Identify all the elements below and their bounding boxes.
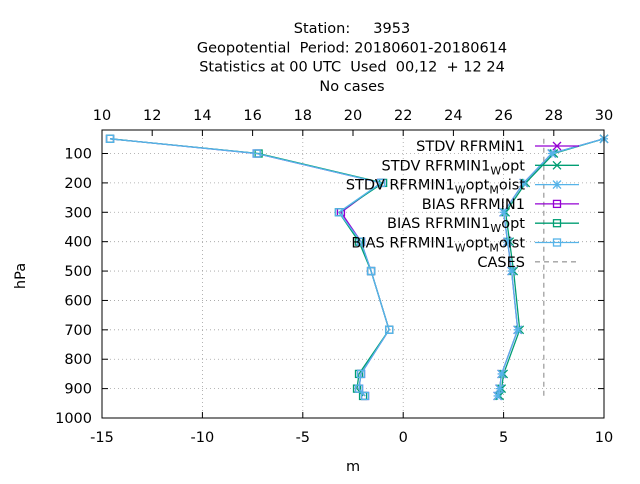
legend-label: CASES <box>477 255 525 271</box>
y-tick-label: 700 <box>64 323 92 339</box>
data-point <box>105 134 115 143</box>
x2-tick-label: 10 <box>93 108 111 124</box>
data-point <box>360 391 370 401</box>
y-tick-label: 900 <box>64 382 92 398</box>
data-point <box>499 207 509 217</box>
data-point <box>334 208 344 217</box>
legend-item: BIAS RFRMIN1WoptMoist <box>351 236 579 255</box>
legend-label: STDV RFRMIN1 <box>416 139 525 155</box>
x-tick-label: 5 <box>499 430 508 446</box>
legend-marker <box>552 199 562 209</box>
y-tick-label: 200 <box>64 176 92 192</box>
legend-marker <box>552 238 562 247</box>
series-line <box>496 138 605 397</box>
series-5 <box>105 134 394 401</box>
y-tick-label: 100 <box>64 147 92 163</box>
y-tick-label: 400 <box>64 235 92 251</box>
chart-title: Station: 3953 Geopotential Period: 201806… <box>197 21 507 95</box>
x2-tick-label: 18 <box>294 108 312 124</box>
data-point <box>547 149 557 158</box>
x2-tick-label: 28 <box>545 108 563 124</box>
x2-tick-label: 26 <box>494 108 512 124</box>
series-line <box>109 138 390 397</box>
legend-label: BIAS RFRMIN1Wopt <box>387 216 525 235</box>
legend-item: STDV RFRMIN1WoptMoist <box>346 178 579 197</box>
title-line: No cases <box>319 79 384 95</box>
data-point <box>493 391 503 401</box>
legend-item: STDV RFRMIN1 <box>416 139 579 155</box>
data-point <box>503 237 513 247</box>
x2-tick-label: 20 <box>344 108 362 124</box>
x2-tick-label: 16 <box>243 108 261 124</box>
legend-item: BIAS RFRMIN1 <box>422 197 579 213</box>
x2-tick-label: 30 <box>595 108 613 124</box>
legend-item: STDV RFRMIN1Wopt <box>381 158 579 177</box>
x-tick-label: 10 <box>595 430 613 446</box>
y-tick-label: 1000 <box>55 411 92 427</box>
data-point <box>497 369 507 379</box>
data-point <box>507 266 517 276</box>
data-point <box>366 266 376 276</box>
x-tick-label: -5 <box>296 430 310 446</box>
title-line: Geopotential Period: 20180601-20180614 <box>197 40 507 56</box>
legend-label: BIAS RFRMIN1WoptMoist <box>351 236 525 255</box>
data-point <box>513 325 523 335</box>
series-line <box>498 138 605 397</box>
x-axis-label: m <box>346 459 360 475</box>
title-line: Statistics at 00 UTC Used 00,12 + 12 24 <box>199 60 505 76</box>
legend-label: STDV RFRMIN1WoptMoist <box>346 178 525 197</box>
y-tick-label: 800 <box>64 352 92 368</box>
x2-tick-label: 12 <box>143 108 161 124</box>
data-point <box>356 237 366 246</box>
legend-marker <box>552 180 562 190</box>
legend-label: BIAS RFRMIN1 <box>422 197 525 213</box>
legend-item: BIAS RFRMIN1Wopt <box>387 216 579 235</box>
title-line: Station: 3953 <box>294 21 410 37</box>
legend-marker <box>552 141 562 151</box>
grid <box>102 130 604 418</box>
y-axis-label: hPa <box>13 263 29 289</box>
plot-frame <box>101 129 605 419</box>
series-layer <box>105 134 609 401</box>
data-point <box>376 178 386 188</box>
y-tick-label: 500 <box>64 264 92 280</box>
x-tick-label: 0 <box>399 430 408 446</box>
legend-marker <box>552 160 562 170</box>
legend-marker <box>552 219 562 228</box>
data-point <box>356 369 366 379</box>
data-point <box>519 178 529 188</box>
y-tick-label: 600 <box>64 293 92 309</box>
y-tick-label: 300 <box>64 205 92 221</box>
data-point <box>354 384 364 393</box>
data-point <box>252 149 261 158</box>
x-tick-label: -10 <box>191 430 215 446</box>
x-tick-label: -15 <box>90 430 114 446</box>
legend-item: CASES <box>477 255 579 271</box>
legend-label: STDV RFRMIN1Wopt <box>381 158 525 177</box>
data-point <box>495 384 505 394</box>
axis-ticks: -15 -10 -5 0 5 10 10 12 14 16 18 20 22 24 26 28 30 100 200… <box>55 108 613 446</box>
x2-tick-label: 22 <box>394 108 412 124</box>
x2-tick-label: 24 <box>444 108 462 124</box>
x2-tick-label: 14 <box>193 108 211 124</box>
data-point <box>384 325 394 334</box>
